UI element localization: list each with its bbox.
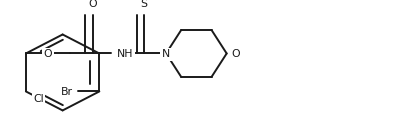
- Text: O: O: [231, 49, 240, 59]
- Text: NH: NH: [117, 49, 133, 59]
- Text: Br: Br: [61, 87, 73, 97]
- Text: S: S: [140, 0, 147, 9]
- Text: N: N: [162, 49, 170, 59]
- Text: O: O: [44, 49, 53, 59]
- Text: O: O: [88, 0, 97, 9]
- Text: Cl: Cl: [33, 94, 44, 104]
